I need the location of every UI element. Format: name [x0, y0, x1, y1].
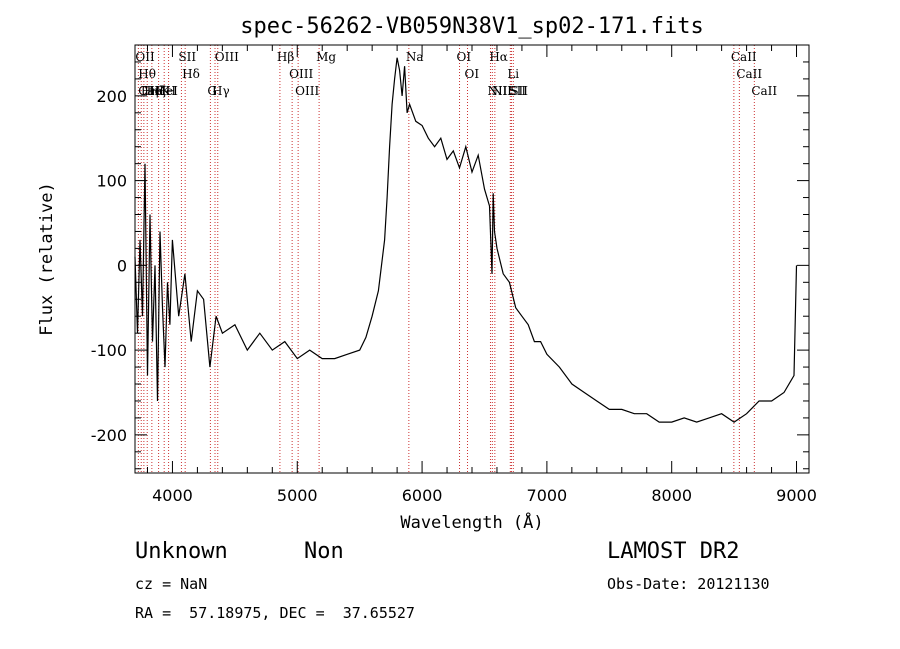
y-tick-labels: -200 -100 0 100 200 [91, 87, 127, 445]
line-label-26-0: CaII [731, 50, 757, 64]
axis-ticks [135, 44, 809, 473]
obs-date-text: Obs-Date: 20121130 [607, 575, 770, 593]
line-label-19-0: OI [465, 67, 480, 81]
line-label-7-0: H [166, 84, 176, 98]
x-tick-label-9000: 9000 [776, 486, 817, 505]
y-tick-label-200: 200 [96, 87, 127, 106]
y-tick-label-100: 100 [96, 172, 127, 191]
line-label-14-0: OIII [289, 67, 313, 81]
subclass-label: Non [304, 539, 344, 564]
line-label-22-0: NII [492, 84, 512, 98]
redshift-text: cz = NaN [135, 575, 208, 593]
class-label: Unknown [135, 539, 228, 564]
line-label-17-0: Na [406, 50, 424, 64]
x-tick-label-8000: 8000 [651, 486, 692, 505]
line-label-27-0: CaII [736, 67, 762, 81]
line-label-15-0: OIII [295, 84, 319, 98]
line-label-18-0: OI [457, 50, 472, 64]
line-label-9-0: Hδ [182, 67, 200, 81]
spectral-line-markers [137, 45, 755, 473]
x-tick-label-7000: 7000 [527, 486, 568, 505]
spectrum-chart: spec-56262-VB059N38V1_sp02-171.fits OII H… [37, 14, 817, 533]
line-label-10-0: G [207, 84, 217, 98]
line-label-28-0: CaII [751, 84, 777, 98]
x-tick-label-4000: 4000 [152, 486, 193, 505]
flux-series [134, 57, 798, 423]
line-label-5-0: HeI [156, 84, 179, 98]
x-tick-label-6000: 6000 [402, 486, 443, 505]
y-tick-label-0: 0 [117, 256, 127, 275]
line-label-6-0: K [161, 84, 171, 98]
y-tick-label--100: -100 [91, 341, 127, 360]
line-label-25-0: SII [510, 84, 528, 98]
x-axis-label: Wavelength (Å) [400, 511, 543, 533]
line-label-8-0: SII [178, 50, 196, 64]
line-label-20-0: NII [487, 84, 507, 98]
line-label-4-0: Hζ [149, 84, 166, 98]
line-label-23-0: Li [507, 67, 519, 81]
y-axis-label: Flux (relative) [37, 182, 57, 336]
coordinates-text: RA = 57.18975, DEC = 37.65527 [135, 604, 415, 622]
plot-frame [134, 44, 810, 474]
line-label-1-1: CaII [138, 84, 164, 98]
line-label-21-0: Hα [489, 50, 508, 64]
survey-label: LAMOST DR2 [607, 539, 740, 564]
line-label-24-0: SII [508, 84, 526, 98]
line-label-16-0: Mg [316, 50, 336, 64]
chart-title: spec-56262-VB059N38V1_sp02-171.fits [240, 14, 704, 39]
line-label-2-0: Hη [141, 84, 159, 98]
line-label-1-0: Hθ [138, 67, 156, 81]
line-label-11-0: Hγ [212, 84, 230, 98]
x-tick-label-5000: 5000 [277, 486, 318, 505]
line-label-12-0: OIII [215, 50, 239, 64]
x-tick-labels: 4000 5000 6000 7000 8000 9000 [152, 486, 817, 505]
line-label-13-0: Hβ [277, 50, 294, 64]
line-label-0-0: OII [135, 50, 155, 64]
y-tick-label--200: -200 [91, 426, 127, 445]
series-line-0 [134, 57, 798, 423]
line-label-3-0: HeI [144, 84, 167, 98]
